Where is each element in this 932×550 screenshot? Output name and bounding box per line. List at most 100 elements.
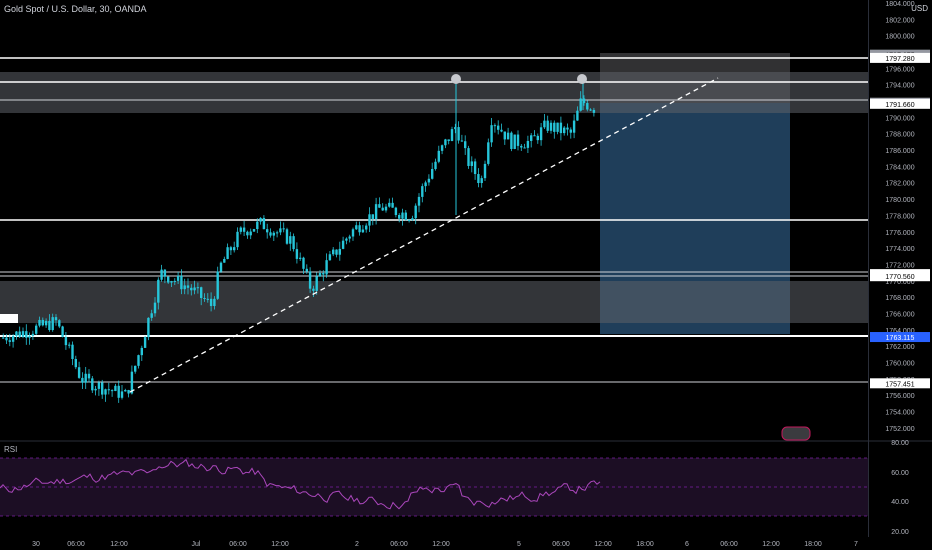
candle — [371, 214, 374, 226]
candle — [411, 215, 414, 221]
candle — [38, 316, 41, 328]
candle — [64, 331, 68, 350]
candle — [437, 145, 440, 164]
candle — [533, 130, 536, 137]
candle — [200, 286, 203, 306]
price-tick: 1784.000 — [885, 164, 914, 171]
candle — [460, 134, 464, 142]
candle — [18, 326, 21, 338]
candle — [322, 270, 325, 282]
candle — [229, 245, 233, 256]
candle — [41, 317, 44, 327]
time-tick: 7 — [854, 541, 858, 548]
candle — [157, 277, 160, 310]
candle — [249, 228, 252, 240]
price-tick: 1796.000 — [885, 66, 914, 73]
candle — [163, 269, 167, 284]
price-marker: 1757.451 — [870, 378, 930, 389]
candle — [530, 133, 533, 148]
candle — [401, 208, 404, 226]
candle — [523, 143, 526, 149]
price-tick: 1774.000 — [885, 246, 914, 253]
candle — [31, 330, 35, 340]
candle — [332, 247, 335, 257]
time-tick: 06:00 — [390, 541, 408, 548]
candle — [318, 270, 322, 278]
candle — [312, 285, 315, 297]
candle — [242, 220, 246, 236]
currency-label: USD — [911, 4, 928, 13]
price-tick: 1788.000 — [885, 132, 914, 139]
candle — [134, 365, 137, 374]
candle — [421, 183, 424, 203]
candle — [256, 218, 259, 234]
candle — [299, 252, 302, 261]
price-tick: 1764.000 — [885, 328, 914, 335]
price-tick: 1782.000 — [885, 181, 914, 188]
svg-text:1763.115: 1763.115 — [886, 335, 915, 342]
candle — [325, 253, 328, 278]
candle — [239, 226, 242, 235]
candle — [447, 139, 450, 145]
candle — [120, 385, 124, 400]
candle — [506, 127, 510, 140]
candle — [183, 278, 186, 295]
candle — [282, 222, 285, 233]
chart-title: Gold Spot / U.S. Dollar, 30, OANDA — [4, 4, 147, 14]
candle — [516, 130, 520, 151]
candle — [262, 215, 266, 230]
time-tick: 12:00 — [594, 541, 612, 548]
price-tick: 1760.000 — [885, 360, 914, 367]
candle — [176, 271, 180, 285]
candle — [21, 327, 25, 339]
price-tick: 1756.000 — [885, 393, 914, 400]
candle — [398, 213, 401, 223]
candle — [434, 158, 437, 171]
time-tick: 12:00 — [271, 541, 289, 548]
price-tick: 1766.000 — [885, 311, 914, 318]
candle — [117, 380, 120, 403]
candle — [110, 389, 114, 397]
price-marker: 1770.560 — [870, 271, 930, 282]
candle — [266, 223, 269, 239]
candle — [104, 388, 107, 402]
candle — [74, 355, 77, 370]
time-tick: 30 — [32, 541, 40, 548]
candle — [546, 115, 549, 133]
time-tick: 2 — [355, 541, 359, 548]
candle — [209, 292, 213, 312]
candle — [374, 197, 378, 225]
candle — [68, 342, 71, 349]
candle — [589, 108, 592, 112]
candle — [378, 197, 381, 208]
touch-marker-1 — [451, 74, 461, 84]
candle — [84, 366, 87, 390]
candle — [348, 234, 351, 243]
rsi-tick: 20.00 — [891, 529, 909, 536]
time-tick: 12:00 — [110, 541, 128, 548]
candle — [275, 230, 279, 238]
candle — [91, 375, 94, 393]
candle — [140, 345, 143, 361]
candle — [536, 133, 539, 144]
candle — [289, 231, 292, 251]
candle — [11, 333, 15, 348]
price-marker: 1763.115 — [870, 332, 930, 343]
candle — [226, 243, 229, 260]
candle — [170, 280, 173, 287]
time-tick: 5 — [517, 541, 521, 548]
candle — [361, 224, 365, 233]
price-tick: 1790.000 — [885, 115, 914, 122]
candle — [124, 388, 127, 392]
candle — [35, 323, 38, 336]
ascending-trendline — [129, 77, 719, 393]
svg-text:1770.560: 1770.560 — [885, 274, 914, 281]
candle — [61, 325, 64, 338]
candle — [130, 365, 134, 395]
left-edge-label — [0, 314, 18, 323]
candle — [483, 160, 487, 181]
candle — [203, 293, 206, 302]
candle — [345, 237, 348, 245]
price-tick: 1754.000 — [885, 410, 914, 417]
